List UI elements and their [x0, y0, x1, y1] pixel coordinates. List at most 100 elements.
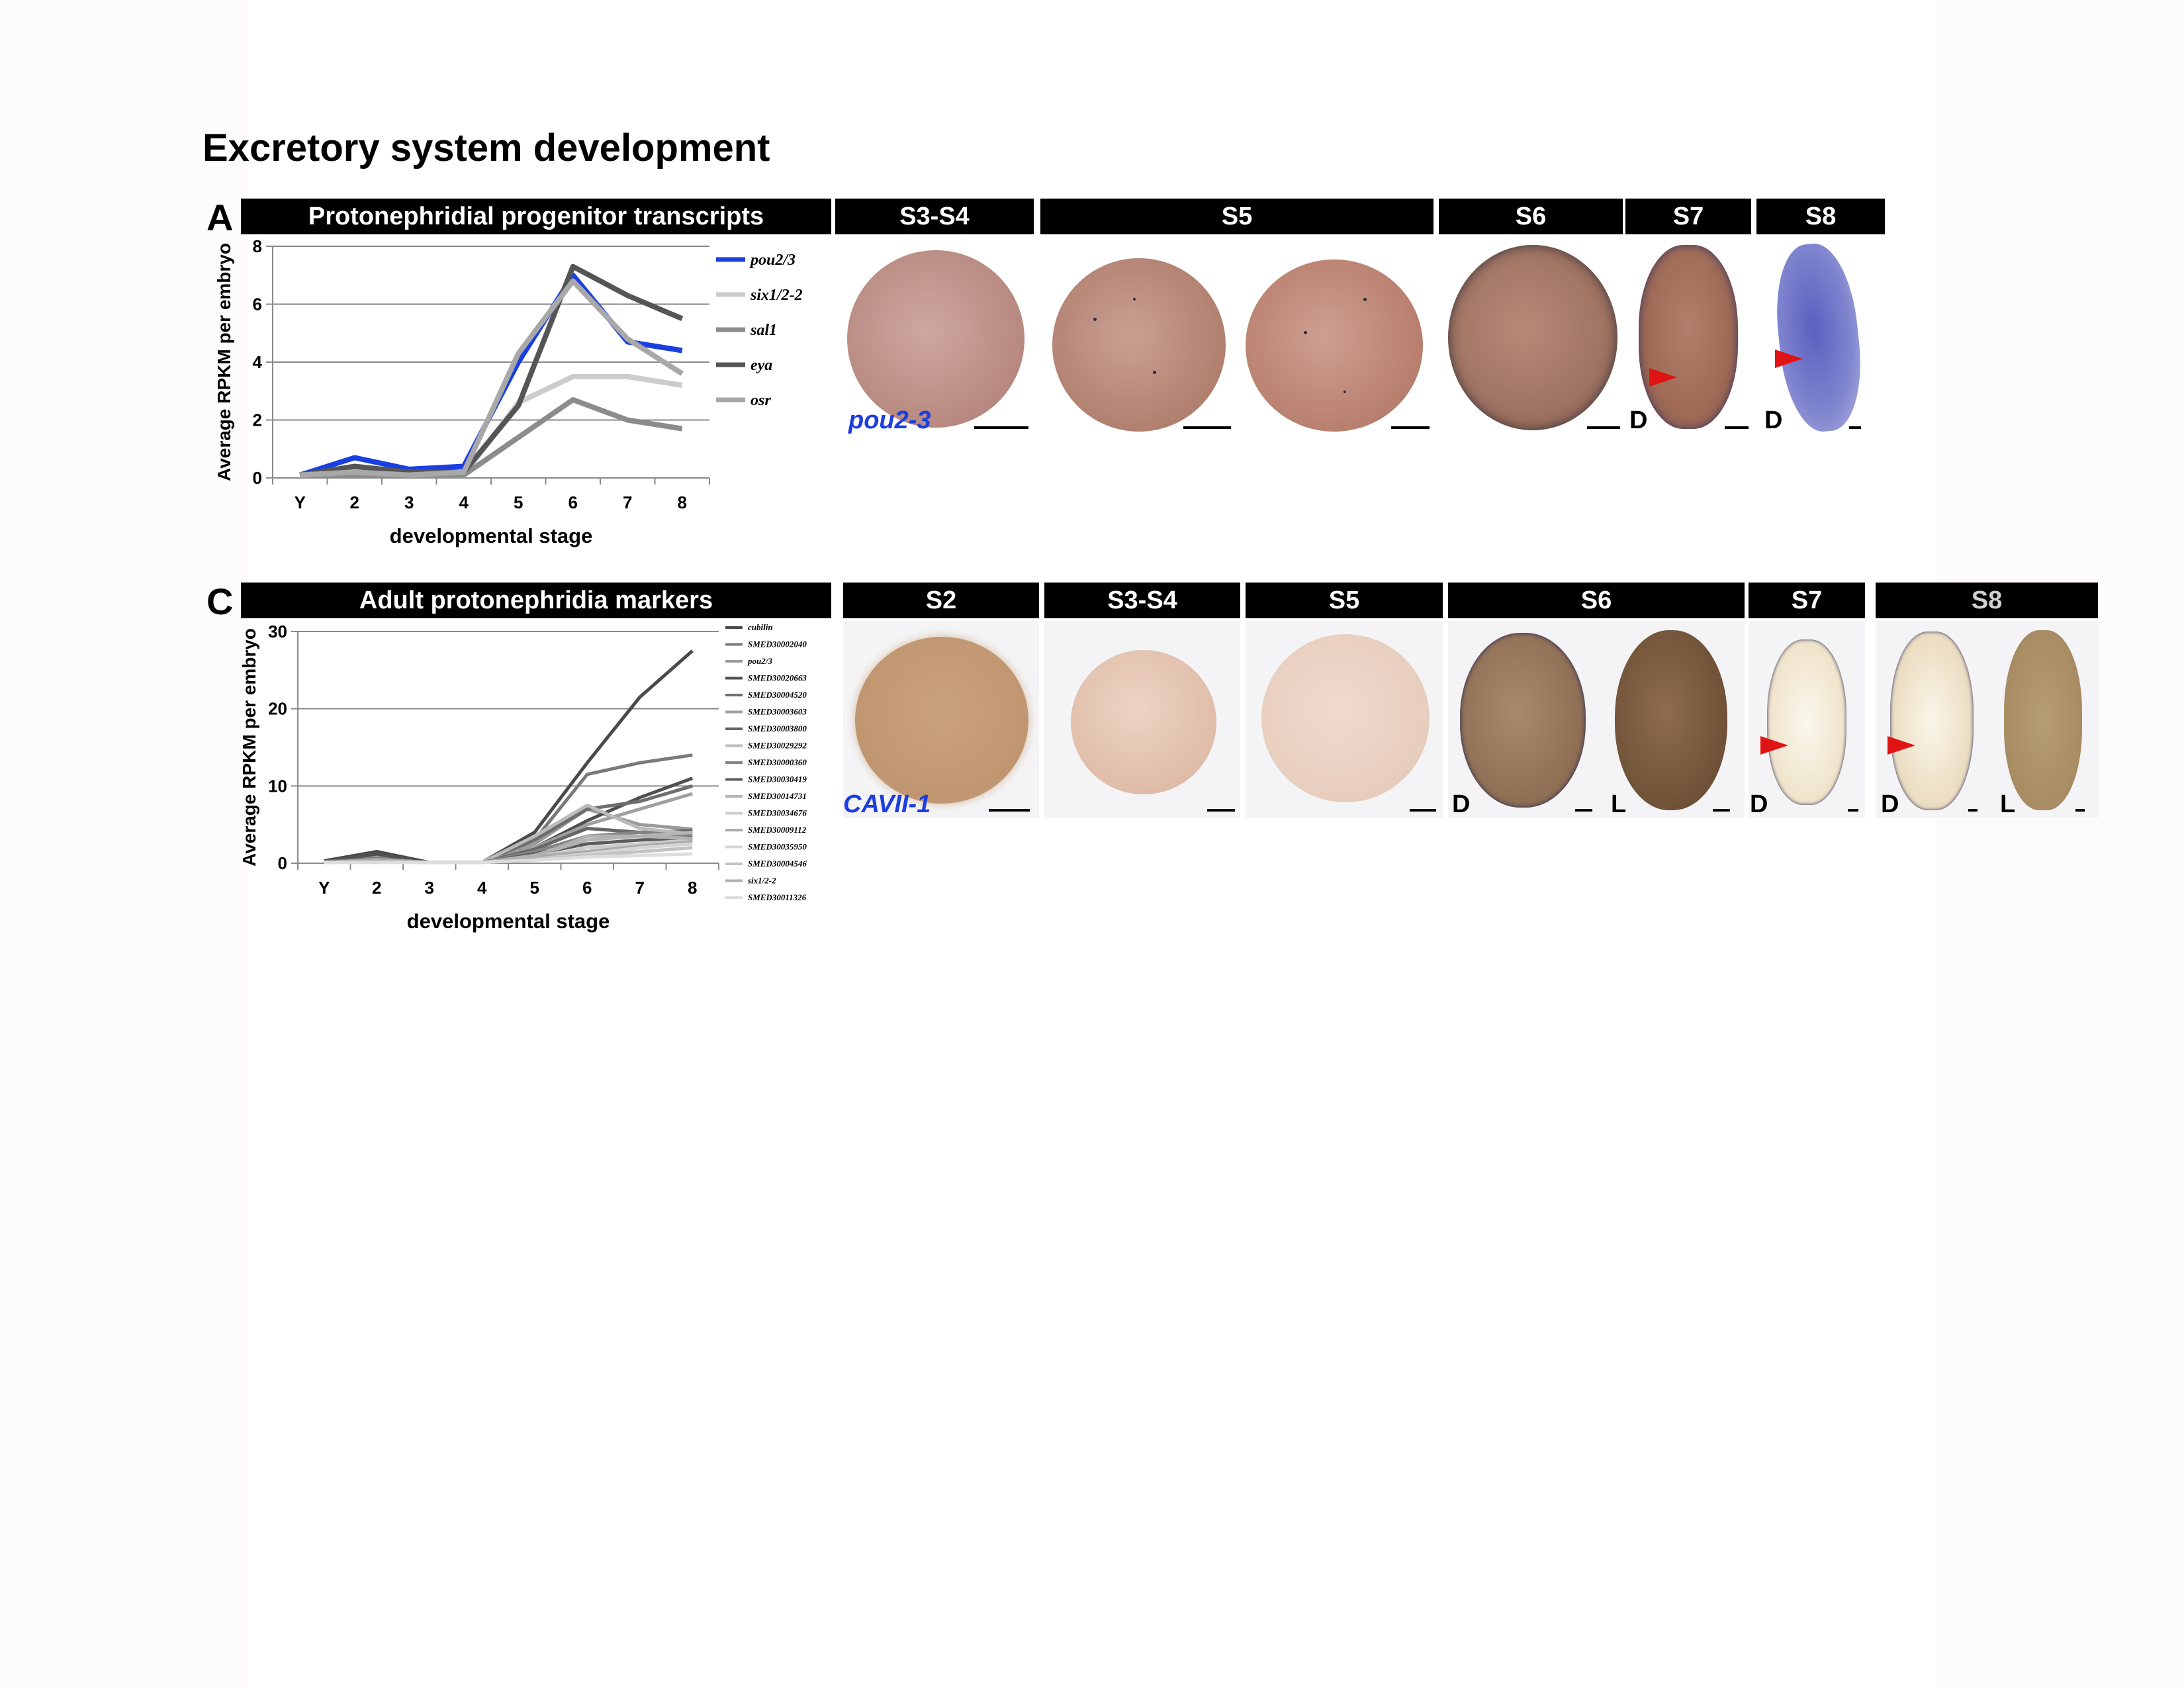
chart-a-svg: 0 2 4 6 8 Y 2 3 4 5 6 7 8 developmental stage Average …	[214, 236, 803, 547]
scale-bar	[1207, 809, 1235, 812]
x-tick-label: 8	[678, 492, 687, 512]
stage-bar-d-s2: S2	[843, 583, 1039, 618]
x-tick-label: 6	[569, 492, 578, 512]
scale-bar	[1968, 809, 1978, 812]
y-tick-label: 2	[253, 410, 262, 430]
legend-label: SMED30014731	[748, 791, 807, 801]
stage-bar-d-s6: S6	[1448, 583, 1745, 618]
series-line-osr	[300, 278, 684, 478]
red-arrowhead-icon	[1649, 368, 1677, 387]
legend-label: cubilin	[748, 622, 773, 632]
photo-d-s2	[843, 621, 1039, 818]
orientation-label-d-s7: D	[1750, 790, 1768, 818]
photo-b-s5b	[1238, 238, 1433, 437]
orientation-label-d-s8-dorsal: D	[1881, 790, 1899, 818]
x-tick-label: 4	[459, 492, 469, 512]
header-bar-panel-c: Adult protonephridia markers	[241, 583, 831, 618]
scale-bar	[974, 426, 1028, 429]
gene-label-cavii-1: CAVII-1	[843, 790, 931, 818]
embryo-spot	[1153, 371, 1156, 374]
embryo-b-s3-s4	[847, 250, 1024, 428]
legend-label: pou2/3	[747, 656, 772, 666]
embryo-spot	[1343, 391, 1346, 393]
x-tick-label: Y	[295, 492, 306, 512]
legend-label: SMED30004520	[748, 690, 807, 700]
gene-label-pou2-3: pou2-3	[848, 406, 931, 434]
legend-label: pou2/3	[749, 252, 796, 269]
scale-bar	[989, 809, 1030, 812]
embryo-d-s8-dorsal	[1890, 632, 1974, 810]
x-tick-label: Y	[318, 878, 330, 898]
x-axis-label: developmental stage	[407, 910, 610, 933]
embryo-d-s2	[855, 637, 1028, 804]
x-tick-label: 5	[514, 492, 523, 512]
x-tick-label: 3	[404, 492, 414, 512]
series-line-cubilin	[324, 649, 694, 865]
embryo-d-s6-dorsal	[1460, 633, 1586, 808]
legend-label: SMED30011326	[748, 892, 807, 902]
embryo-b-s5b	[1246, 259, 1423, 432]
photo-b-s3-s4	[835, 238, 1034, 437]
legend-label: SMED30034676	[748, 808, 807, 818]
x-axis-label: developmental stage	[390, 524, 593, 547]
panel-label-c: C	[206, 581, 234, 622]
stage-bar-b-s8: S8	[1756, 199, 1885, 234]
embryo-d-s7	[1767, 639, 1846, 805]
orientation-label-d-s6-lateral: L	[1611, 790, 1627, 818]
photo-d-s3-s4	[1044, 621, 1240, 818]
chart-panel-a: 0 2 4 6 8 Y 2 3 4 5 6 7 8 developmental stage Average …	[199, 232, 834, 549]
legend-label: eya	[751, 357, 772, 374]
orientation-label-d-s6-dorsal: D	[1452, 790, 1471, 818]
legend-label: SMED30003800	[748, 724, 807, 733]
embryo-d-s6-lateral	[1615, 630, 1727, 810]
x-tick-label: 6	[582, 878, 592, 898]
photo-b-s8	[1756, 238, 1885, 437]
legend-label: SMED30029292	[748, 741, 807, 751]
x-tick-label: 8	[688, 878, 697, 898]
series-line-eya	[299, 263, 684, 478]
scale-bar	[1391, 426, 1430, 429]
y-tick-label: 20	[268, 699, 287, 719]
legend-label: SMED30035950	[748, 842, 807, 852]
header-bar-panel-a: Protonephridial progenitor transcripts	[241, 199, 831, 234]
y-tick-label: 6	[253, 295, 262, 314]
x-tick-label: 3	[425, 878, 434, 898]
chart-panel-c: 0 10 20 30 Y 2 3 4 5 6 7 8 developmental stage Averag…	[199, 616, 834, 940]
scale-bar	[1183, 426, 1231, 429]
x-tick-label: 5	[530, 878, 539, 898]
photo-d-s8-dorsal	[1876, 621, 1987, 818]
y-tick-label: 10	[268, 776, 287, 796]
legend-label: SMED30000360	[748, 757, 807, 767]
embryo-b-s8	[1769, 240, 1868, 436]
legend-label: SMED30009112	[748, 825, 807, 835]
stage-bar-d-s8: S8	[1876, 583, 2098, 618]
scale-bar	[1848, 809, 1858, 812]
scale-bar	[1410, 809, 1436, 812]
scale-bar	[1849, 426, 1861, 429]
stage-bar-b-s6: S6	[1439, 199, 1623, 234]
embryo-spot	[1363, 298, 1367, 301]
y-axis-label: Average RPKM per embryo	[239, 628, 259, 867]
photo-d-s6-lateral	[1598, 621, 1745, 818]
x-tick-label: 4	[477, 878, 487, 898]
x-tick-label: 2	[372, 878, 381, 898]
y-tick-label: 4	[253, 352, 263, 372]
legend-label: SMED30020663	[748, 673, 807, 683]
orientation-label-b-s8: D	[1764, 406, 1783, 434]
photo-b-s6	[1439, 238, 1623, 437]
embryo-spot	[1304, 331, 1307, 334]
figure-title: Excretory system development	[203, 126, 770, 169]
x-tick-label: 2	[350, 492, 359, 512]
stage-bar-b-s3-s4: S3-S4	[835, 199, 1034, 234]
legend-label: six1/2-2	[750, 287, 803, 304]
y-axis-label: Average RPKM per embryo	[214, 243, 234, 481]
embryo-d-s8-lateral	[2004, 630, 2082, 810]
orientation-label-b-s7: D	[1629, 406, 1648, 434]
legend-label: sal1	[750, 322, 777, 339]
embryo-spot	[1093, 318, 1097, 321]
stage-bar-d-s5: S5	[1246, 583, 1443, 618]
embryo-b-s7	[1639, 245, 1738, 429]
scale-bar	[1725, 426, 1749, 429]
photo-d-s7	[1749, 621, 1865, 818]
y-tick-label: 0	[253, 468, 262, 488]
